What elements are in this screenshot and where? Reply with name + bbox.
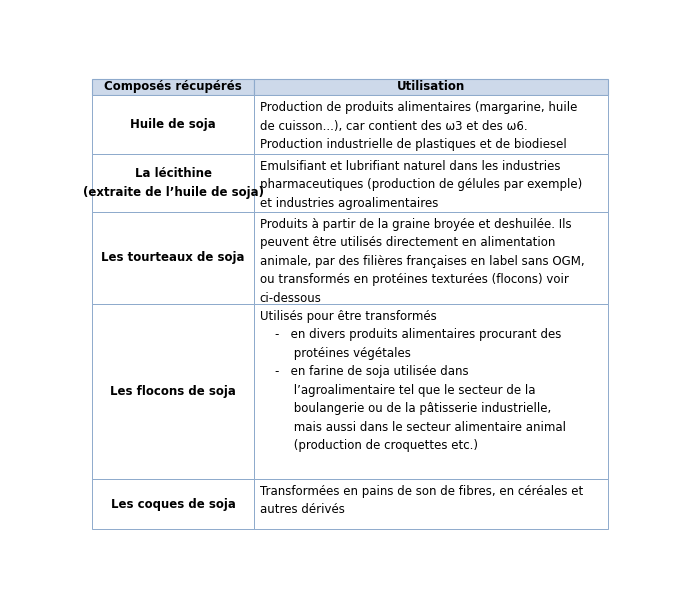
Text: La lécithine
(extraite de l’huile de soja): La lécithine (extraite de l’huile de soj… xyxy=(83,167,264,199)
Text: Emulsifiant et lubrifiant naturel dans les industries
pharmaceutiques (productio: Emulsifiant et lubrifiant naturel dans l… xyxy=(260,159,582,210)
Text: Utilisation: Utilisation xyxy=(398,81,466,93)
Text: Transformées en pains de son de fibres, en céréales et
autres dérivés: Transformées en pains de son de fibres, … xyxy=(260,485,583,516)
Text: Utilisés pour être transformés
    -   en divers produits alimentaires procurant: Utilisés pour être transformés - en dive… xyxy=(260,310,566,453)
Bar xyxy=(92,304,255,479)
Bar xyxy=(92,79,255,95)
Text: Huile de soja: Huile de soja xyxy=(130,118,216,131)
Text: Les flocons de soja: Les flocons de soja xyxy=(110,385,236,398)
Bar xyxy=(255,79,609,95)
Text: Production de produits alimentaires (margarine, huile
de cuisson...), car contie: Production de produits alimentaires (mar… xyxy=(260,101,577,151)
Bar xyxy=(92,95,255,153)
Text: Produits à partir de la graine broyée et deshuilée. Ils
peuvent être utilisés di: Produits à partir de la graine broyée et… xyxy=(260,218,585,305)
Text: Les tourteaux de soja: Les tourteaux de soja xyxy=(101,251,245,264)
Bar xyxy=(255,153,609,212)
Text: Les coques de soja: Les coques de soja xyxy=(111,497,236,510)
Text: Composés récupérés: Composés récupérés xyxy=(104,81,242,93)
Bar xyxy=(92,153,255,212)
Bar xyxy=(255,479,609,529)
Bar xyxy=(255,95,609,153)
Bar xyxy=(255,212,609,304)
Bar xyxy=(92,212,255,304)
Bar xyxy=(92,479,255,529)
Bar xyxy=(255,304,609,479)
